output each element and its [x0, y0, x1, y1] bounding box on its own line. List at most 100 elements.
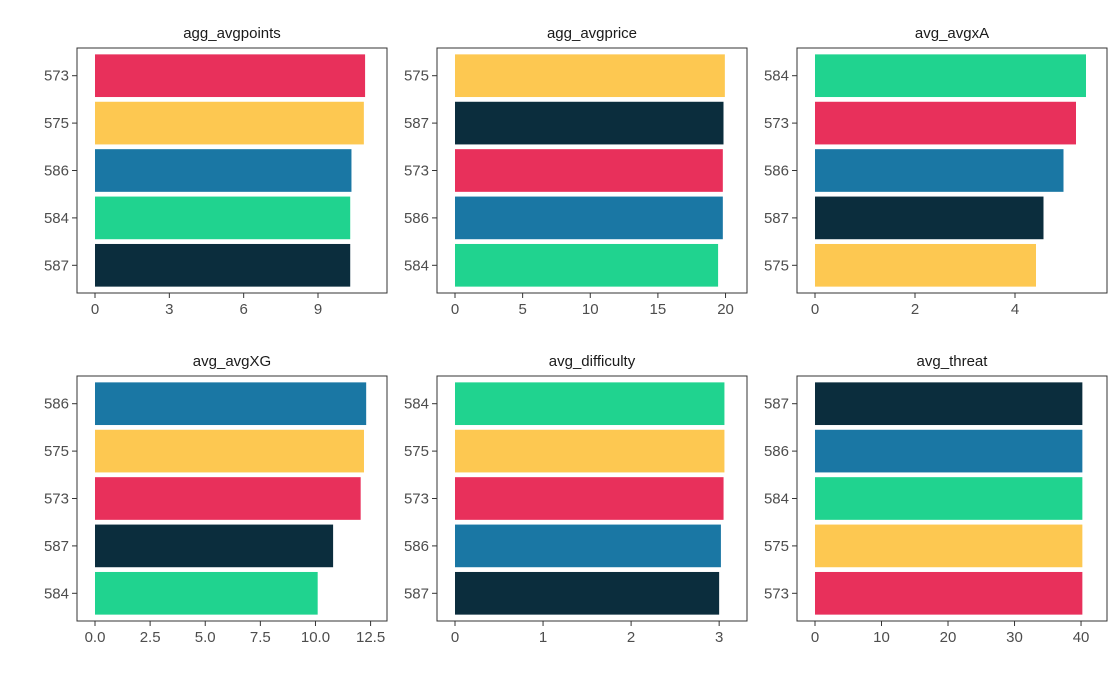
bar-586 — [95, 149, 352, 192]
y-tick-label: 587 — [764, 396, 789, 413]
y-tick-label: 587 — [404, 585, 429, 602]
y-tick-label: 586 — [44, 163, 69, 180]
x-tick-label: 0 — [811, 301, 819, 318]
y-tick-label: 573 — [44, 491, 69, 508]
bar-584 — [95, 196, 351, 240]
y-tick-label: 586 — [764, 443, 789, 460]
y-tick-label: 586 — [44, 396, 69, 413]
bar-586 — [455, 524, 721, 568]
bar-587 — [815, 382, 1083, 426]
x-tick-label: 5 — [518, 301, 526, 318]
x-tick-label: 7.5 — [250, 629, 271, 646]
bar-575 — [95, 429, 364, 473]
x-tick-label: 0 — [91, 301, 99, 318]
bar-587 — [455, 101, 724, 145]
x-tick-label: 2.5 — [140, 629, 161, 646]
panel-border — [436, 375, 748, 622]
bar-584 — [455, 243, 719, 287]
x-tick-label: 30 — [1006, 629, 1023, 646]
bar-587 — [95, 524, 334, 568]
bar-575 — [815, 524, 1083, 568]
y-tick-label: 586 — [404, 210, 429, 227]
x-tick-label: 20 — [717, 301, 734, 318]
y-tick-label: 573 — [764, 115, 789, 132]
bar-584 — [815, 477, 1083, 520]
y-tick-label: 573 — [44, 68, 69, 85]
y-tick-label: 573 — [404, 491, 429, 508]
bar-586 — [815, 429, 1083, 473]
y-tick-label: 587 — [44, 538, 69, 555]
x-tick-label: 0 — [451, 629, 459, 646]
x-tick-label: 5.0 — [195, 629, 216, 646]
x-tick-label: 40 — [1073, 629, 1090, 646]
bar-573 — [95, 54, 366, 98]
x-tick-label: 4 — [1011, 301, 1019, 318]
facet-panel: agg_avgpoints 573 575 586 584 587 0 3 6 9 — [44, 25, 388, 318]
bar-587 — [95, 243, 351, 287]
bar-573 — [815, 101, 1076, 145]
y-tick-label: 575 — [404, 443, 429, 460]
bar-575 — [815, 243, 1036, 287]
x-tick-label: 10.0 — [301, 629, 330, 646]
bar-584 — [455, 382, 725, 426]
bar-586 — [815, 149, 1064, 192]
bar-584 — [815, 54, 1086, 98]
x-tick-label: 12.5 — [356, 629, 385, 646]
y-tick-label: 586 — [404, 538, 429, 555]
y-tick-label: 573 — [404, 163, 429, 180]
x-tick-label: 10 — [582, 301, 599, 318]
y-tick-label: 584 — [764, 491, 789, 508]
facet-panel: avg_avgxA 584 573 586 587 575 0 2 4 — [764, 25, 1108, 318]
x-tick-label: 0 — [451, 301, 459, 318]
y-tick-label: 587 — [44, 257, 69, 274]
x-tick-label: 9 — [314, 301, 322, 318]
y-tick-label: 575 — [764, 538, 789, 555]
y-tick-label: 587 — [404, 115, 429, 132]
facet-panel: avg_difficulty 584 575 573 586 587 0 1 2 3 — [404, 353, 748, 646]
x-tick-label: 6 — [240, 301, 248, 318]
y-tick-label: 584 — [44, 210, 69, 227]
x-tick-label: 3 — [165, 301, 173, 318]
y-tick-label: 584 — [404, 396, 429, 413]
x-tick-label: 0 — [811, 629, 819, 646]
bar-573 — [95, 477, 361, 520]
facet-title: agg_avgpoints — [183, 25, 281, 42]
x-tick-label: 10 — [873, 629, 890, 646]
facet-title: avg_avgxA — [915, 25, 989, 42]
facet-title: avg_threat — [917, 353, 989, 370]
y-tick-label: 584 — [404, 257, 429, 274]
bar-573 — [815, 571, 1083, 615]
bar-573 — [455, 149, 723, 192]
x-tick-label: 2 — [627, 629, 635, 646]
bar-586 — [455, 196, 723, 240]
y-tick-label: 575 — [764, 257, 789, 274]
x-tick-label: 2 — [911, 301, 919, 318]
facet-panel: avg_threat 587 586 584 575 573 0 10 20 30 40 — [764, 353, 1108, 646]
facet-panel: agg_avgprice 575 587 573 586 584 0 5 10 15 20 — [404, 25, 748, 318]
bar-575 — [95, 101, 364, 145]
bar-587 — [815, 196, 1044, 240]
x-tick-label: 15 — [650, 301, 667, 318]
x-tick-label: 20 — [940, 629, 957, 646]
x-tick-label: 0.0 — [85, 629, 106, 646]
y-tick-label: 586 — [764, 163, 789, 180]
facet-title: avg_difficulty — [549, 353, 636, 370]
panel-border — [796, 47, 1108, 294]
y-tick-label: 575 — [44, 443, 69, 460]
facet-title: avg_avgXG — [193, 353, 271, 370]
bar-584 — [95, 571, 318, 615]
bar-575 — [455, 54, 725, 98]
panel-border — [76, 375, 388, 622]
y-tick-label: 584 — [44, 585, 69, 602]
y-tick-label: 573 — [764, 585, 789, 602]
panel-border — [796, 375, 1108, 622]
facet-panel: avg_avgXG 586 575 573 587 584 0.0 2.5 5.0 7.5 10.0… — [44, 353, 388, 646]
y-tick-label: 575 — [404, 68, 429, 85]
panel-border — [76, 47, 388, 294]
y-tick-label: 587 — [764, 210, 789, 227]
x-tick-label: 3 — [715, 629, 723, 646]
panel-border — [436, 47, 748, 294]
y-tick-label: 584 — [764, 68, 789, 85]
